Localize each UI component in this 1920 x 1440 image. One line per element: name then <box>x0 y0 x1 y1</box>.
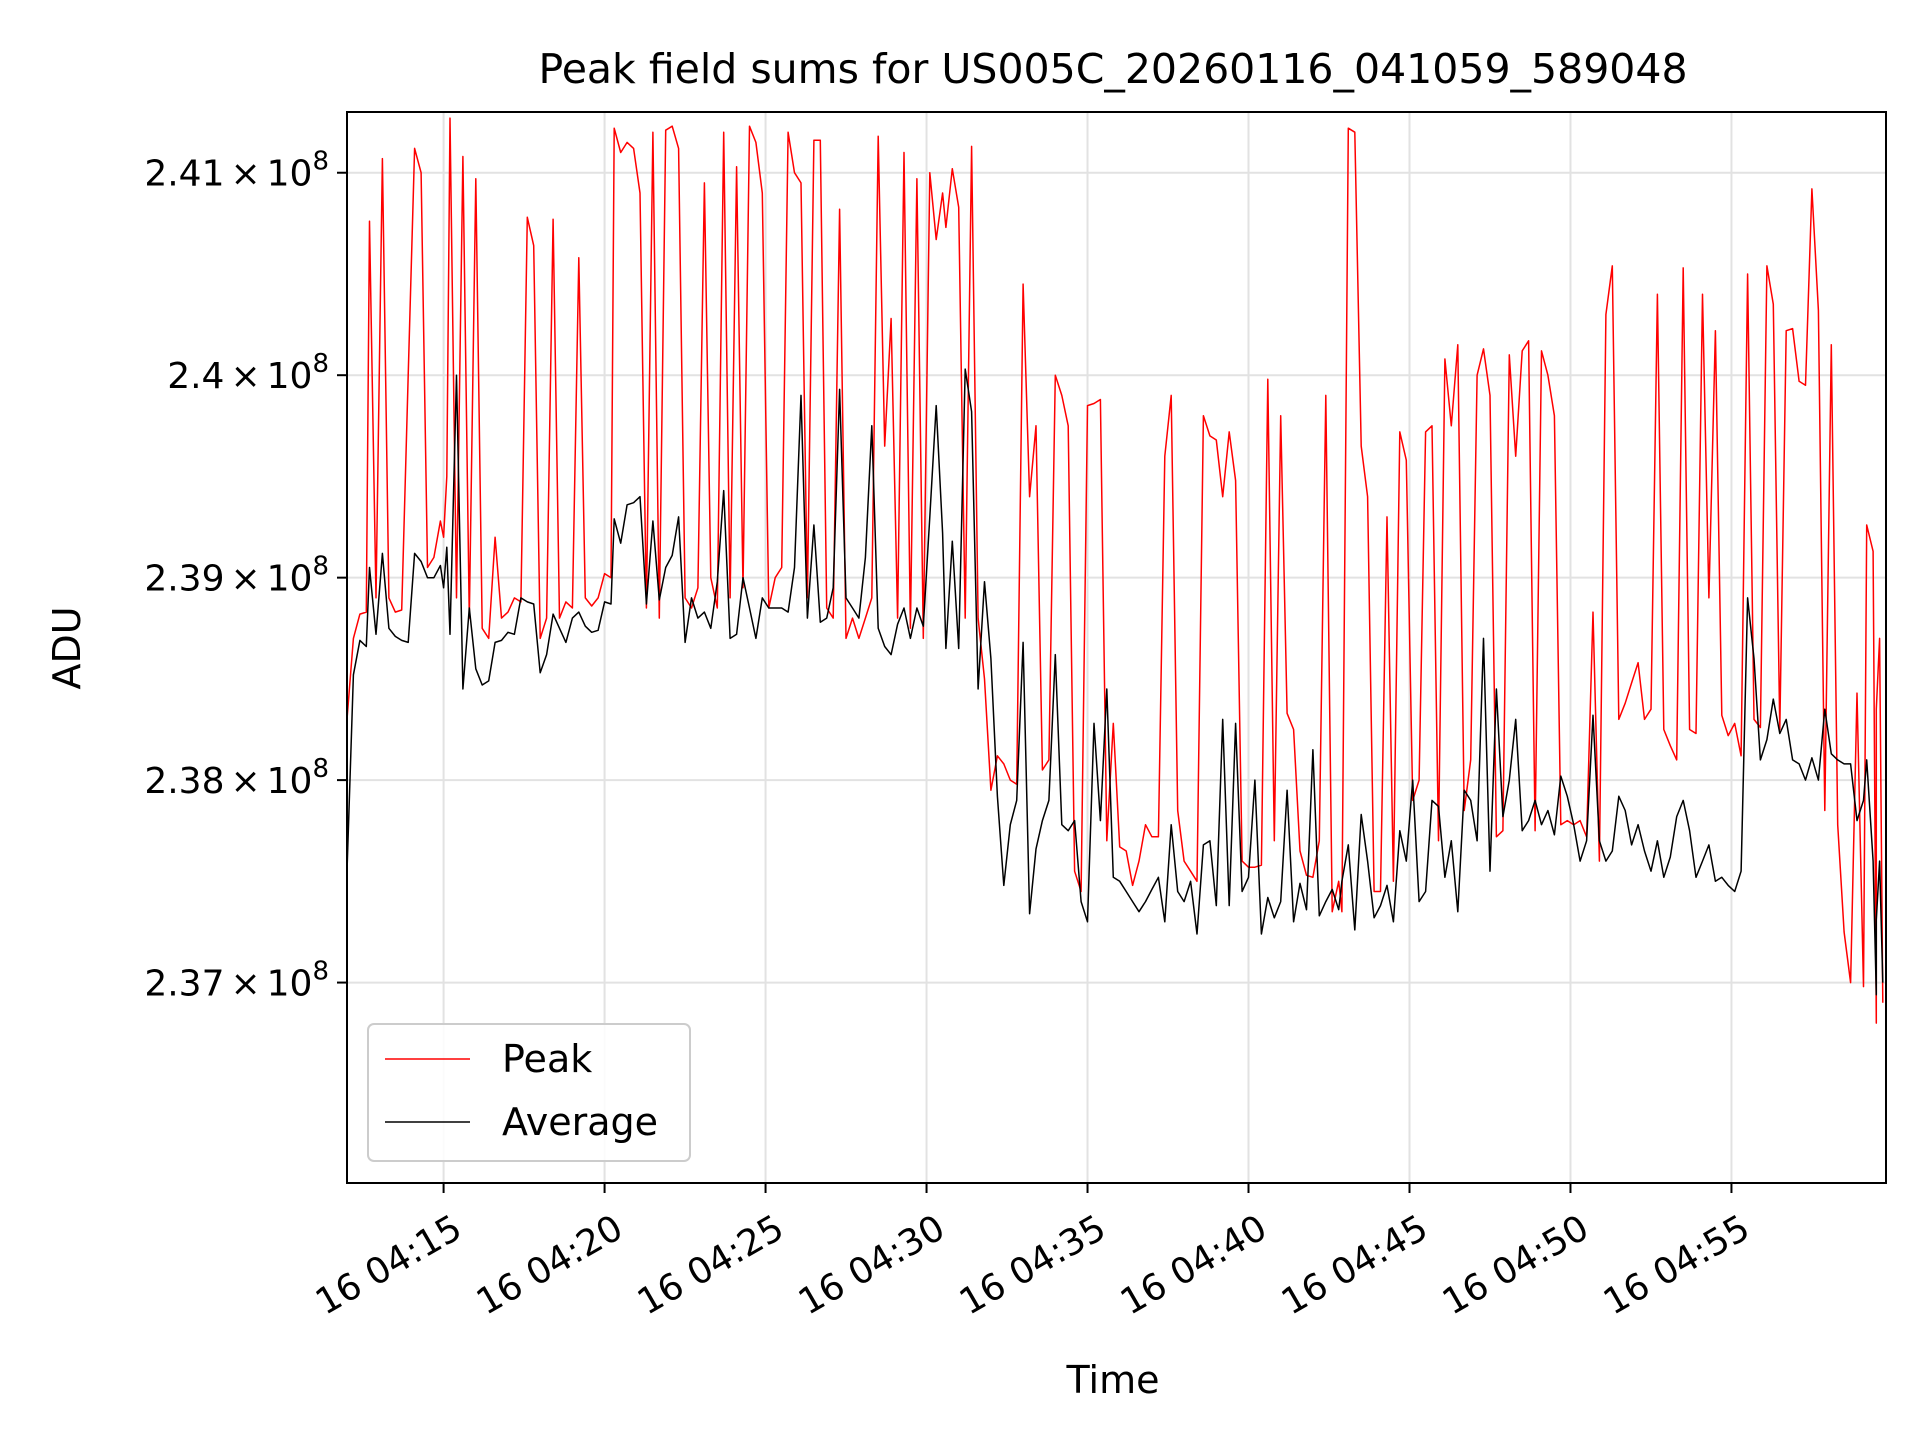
y-tick-label-part: 10 <box>267 154 313 195</box>
y-tick-label-part: 10 <box>267 761 313 802</box>
y-tick-label-part: × <box>230 356 260 397</box>
y-tick-label: 2.39 × 108 <box>144 552 329 600</box>
series-layer <box>347 117 1884 1024</box>
y-tick-label-part: 8 <box>312 147 329 177</box>
y-tick-label-part: 8 <box>312 754 329 784</box>
y-tick-label-part: 10 <box>267 559 313 600</box>
legend-peak-label: Peak <box>502 1037 592 1081</box>
y-tick-label-part: 8 <box>312 349 329 379</box>
series-line-peak <box>347 117 1884 1024</box>
y-tick-label-part: 2.37 <box>144 964 224 1005</box>
y-tick-label-part: × <box>230 559 260 600</box>
y-tick-label-part: 2.41 <box>144 154 224 195</box>
y-tick-label: 2.41 × 108 <box>144 147 329 195</box>
y-tick-label-part: × <box>230 154 260 195</box>
y-tick-label-part: 2.38 <box>144 761 224 802</box>
y-tick-label: 2.37 × 108 <box>144 957 329 1005</box>
legend: Peak Average <box>367 1023 691 1162</box>
chart-title: Peak field sums for US005C_20260116_0410… <box>538 45 1687 93</box>
y-tick-label-part: × <box>230 761 260 802</box>
y-tick-label-part: 10 <box>267 356 313 397</box>
legend-average-label: Average <box>502 1100 658 1144</box>
y-tick-label-part: 8 <box>312 957 329 987</box>
y-tick-label: 2.38 × 108 <box>144 754 329 802</box>
y-tick-label-part: 10 <box>267 964 313 1005</box>
y-axis-label: ADU <box>45 606 89 689</box>
plot-frame <box>346 111 1887 1184</box>
y-tick-label-part: 8 <box>312 552 329 582</box>
series-line-average <box>347 368 1884 996</box>
y-tick-label-part: 2.4 <box>167 356 224 397</box>
x-axis-label: Time <box>1066 1358 1160 1402</box>
y-tick-label: 2.4 × 108 <box>167 349 329 397</box>
y-tick-label-part: 2.39 <box>144 559 224 600</box>
y-tick-label-part: × <box>230 964 260 1005</box>
